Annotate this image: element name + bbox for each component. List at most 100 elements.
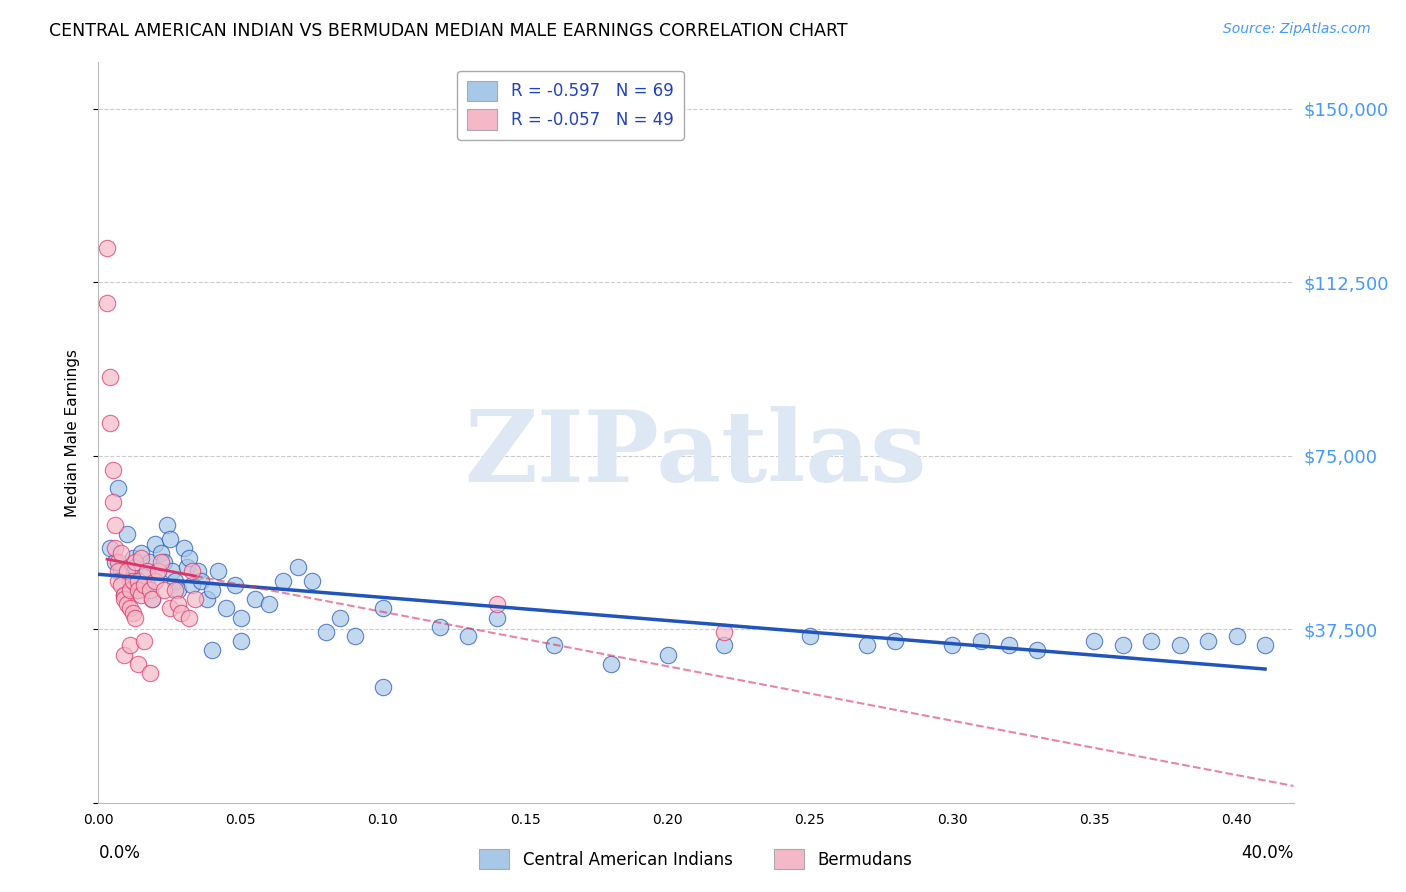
- Point: [101, 495, 124, 509]
- Point: [371, 680, 394, 694]
- Point: [121, 606, 143, 620]
- Point: [96, 296, 118, 310]
- Point: [143, 574, 166, 588]
- Point: [201, 582, 224, 597]
- Point: [127, 582, 149, 597]
- Point: [115, 527, 138, 541]
- Point: [138, 582, 160, 597]
- Point: [243, 592, 266, 607]
- Point: [159, 532, 181, 546]
- Point: [315, 624, 337, 639]
- Point: [127, 574, 149, 588]
- Point: [165, 582, 187, 597]
- Point: [153, 555, 176, 569]
- Point: [104, 518, 127, 533]
- Point: [110, 578, 132, 592]
- Text: Source: ZipAtlas.com: Source: ZipAtlas.com: [1223, 22, 1371, 37]
- Point: [195, 592, 218, 607]
- Point: [187, 565, 209, 579]
- Point: [485, 610, 508, 624]
- Point: [107, 555, 129, 569]
- Point: [135, 565, 157, 579]
- Point: [215, 601, 238, 615]
- Point: [1254, 639, 1277, 653]
- Point: [1226, 629, 1249, 643]
- Point: [257, 597, 280, 611]
- Point: [110, 565, 132, 579]
- Point: [969, 633, 991, 648]
- Point: [129, 546, 152, 560]
- Y-axis label: Median Male Earnings: Median Male Earnings: [65, 349, 80, 516]
- Point: [181, 578, 204, 592]
- Point: [799, 629, 821, 643]
- Point: [98, 417, 121, 431]
- Legend: Central American Indians, Bermudans: Central American Indians, Bermudans: [472, 842, 920, 876]
- Point: [165, 574, 187, 588]
- Point: [159, 601, 181, 615]
- Point: [98, 541, 121, 556]
- Point: [287, 559, 309, 574]
- Point: [132, 569, 155, 583]
- Point: [129, 550, 152, 565]
- Point: [179, 550, 201, 565]
- Point: [118, 639, 141, 653]
- Point: [143, 536, 166, 550]
- Point: [132, 633, 155, 648]
- Text: CENTRAL AMERICAN INDIAN VS BERMUDAN MEDIAN MALE EARNINGS CORRELATION CHART: CENTRAL AMERICAN INDIAN VS BERMUDAN MEDI…: [49, 22, 848, 40]
- Point: [167, 597, 190, 611]
- Point: [371, 601, 394, 615]
- Point: [153, 582, 176, 597]
- Point: [112, 648, 135, 662]
- Point: [201, 643, 224, 657]
- Point: [104, 541, 127, 556]
- Point: [127, 657, 149, 671]
- Point: [138, 555, 160, 569]
- Point: [229, 633, 252, 648]
- Point: [107, 565, 129, 579]
- Point: [941, 639, 963, 653]
- Point: [135, 578, 157, 592]
- Point: [855, 639, 877, 653]
- Point: [129, 588, 152, 602]
- Point: [98, 370, 121, 384]
- Point: [329, 610, 352, 624]
- Point: [107, 574, 129, 588]
- Point: [485, 597, 508, 611]
- Point: [301, 574, 323, 588]
- Point: [1168, 639, 1191, 653]
- Text: 40.0%: 40.0%: [1241, 844, 1294, 862]
- Point: [184, 592, 207, 607]
- Point: [127, 582, 149, 597]
- Point: [1140, 633, 1163, 648]
- Point: [101, 462, 124, 476]
- Point: [148, 565, 170, 579]
- Point: [543, 639, 565, 653]
- Point: [124, 555, 146, 569]
- Text: 0.0%: 0.0%: [98, 844, 141, 862]
- Point: [124, 610, 146, 624]
- Point: [112, 592, 135, 607]
- Point: [657, 648, 679, 662]
- Point: [118, 601, 141, 615]
- Point: [170, 606, 193, 620]
- Point: [124, 559, 146, 574]
- Point: [224, 578, 246, 592]
- Point: [112, 588, 135, 602]
- Point: [713, 639, 735, 653]
- Point: [176, 559, 198, 574]
- Point: [179, 610, 201, 624]
- Point: [207, 565, 229, 579]
- Point: [132, 578, 155, 592]
- Point: [173, 541, 195, 556]
- Point: [181, 565, 204, 579]
- Point: [96, 240, 118, 255]
- Point: [110, 546, 132, 560]
- Point: [457, 629, 479, 643]
- Point: [998, 639, 1021, 653]
- Point: [104, 555, 127, 569]
- Point: [115, 565, 138, 579]
- Point: [1112, 639, 1135, 653]
- Point: [884, 633, 907, 648]
- Point: [167, 582, 190, 597]
- Point: [1026, 643, 1049, 657]
